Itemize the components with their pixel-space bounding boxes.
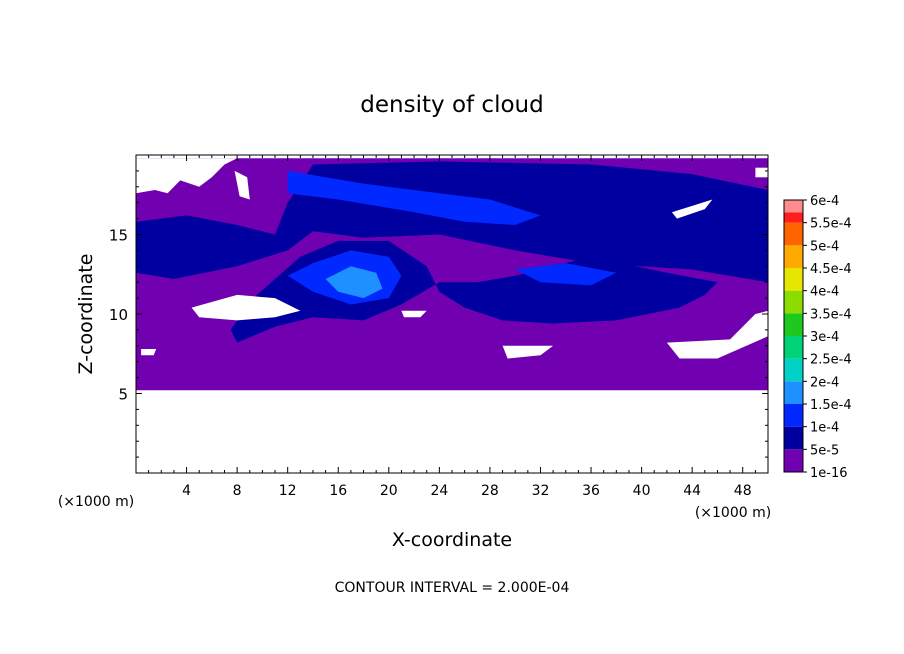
colorbar-label: 1e-16: [810, 466, 848, 481]
colorbar-label: 3.5e-4: [810, 307, 852, 322]
clear-air-gap-1: [136, 158, 238, 194]
x-tick-label: 16: [329, 483, 347, 499]
colorbar-label: 4.5e-4: [810, 262, 852, 277]
y-tick-label: 10: [109, 306, 128, 324]
clear-air-gap-8: [755, 167, 768, 178]
right-cloud-core: [515, 263, 617, 286]
x-tick-label: 4: [182, 483, 191, 499]
clear-air-gap-2: [234, 170, 250, 200]
colorbar-swatch: [784, 313, 803, 336]
x-tick-label: 12: [279, 483, 297, 499]
colorbar-swatch-top: [784, 200, 803, 213]
colorbar-label: 5e-4: [810, 239, 839, 254]
x-tick-label: 40: [633, 483, 651, 499]
y-tick-label: 5: [118, 386, 128, 404]
plot-area: [136, 158, 768, 391]
x-tick-label: 8: [233, 483, 242, 499]
x-tick-label: 36: [582, 483, 600, 499]
colorbar-swatch: [784, 290, 803, 314]
colorbar-label: 4e-4: [810, 285, 839, 300]
contour-interval-note: CONTOUR INTERVAL = 2.000E-04: [335, 580, 570, 596]
colorbar-label: 5.5e-4: [810, 217, 852, 232]
x-unit-right: (×1000 m): [695, 505, 771, 521]
colorbar-swatch: [784, 404, 803, 427]
y-axis: 5 10 15: [109, 170, 768, 458]
colorbar-swatch: [784, 449, 803, 472]
colorbar-swatch: [784, 336, 803, 359]
clear-air-gap-9: [671, 199, 713, 219]
x-tick-label: 24: [430, 483, 448, 499]
colorbar-label: 1.5e-4: [810, 398, 852, 413]
x-tick-label: 28: [481, 483, 499, 499]
colorbar-label: 1e-4: [810, 421, 839, 436]
colorbar-swatch: [784, 222, 803, 246]
x-unit-left: (×1000 m): [58, 494, 134, 510]
colorbar-swatch: [784, 358, 803, 382]
clear-air-gap-5: [502, 345, 554, 359]
x-tick-label: 48: [734, 483, 752, 499]
colorbar-label: 2.5e-4: [810, 353, 852, 368]
colorbar-swatch: [784, 268, 803, 291]
upper-cloud-core: [287, 170, 541, 225]
y-tick-label: 15: [109, 227, 128, 245]
x-tick-label: 32: [532, 483, 550, 499]
x-tick-label: 20: [380, 483, 398, 499]
max-density-core: [325, 266, 383, 299]
colorbar-swatch: [784, 245, 803, 268]
chart-title: density of cloud: [360, 92, 543, 118]
clear-air-gap-7: [141, 349, 157, 356]
clear-air-gap-6: [666, 310, 768, 359]
colorbar-label: 5e-5: [810, 443, 839, 458]
upper-cloud-region: [136, 161, 768, 283]
colorbar-label: 3e-4: [810, 330, 839, 345]
clear-air-gap-4: [401, 310, 427, 318]
colorbar-label: 6e-4: [810, 194, 839, 209]
colorbar: 1e-16 5e-5 1e-4 1.5e-4 2e-4 2.5e-4 3e-4 3.5e-4 4…: [783, 194, 852, 481]
x-axis: 4 8 12 16 20 24 28 32 36 40 44 48: [148, 155, 756, 499]
colorbar-swatch: [784, 426, 803, 450]
x-tick-label: 44: [683, 483, 701, 499]
y-axis-label: Z-coordinate: [75, 254, 97, 375]
colorbar-swatch: [784, 381, 803, 404]
colorbar-label: 2e-4: [810, 375, 839, 390]
clear-air-gap-3: [191, 294, 301, 321]
x-axis-label: X-coordinate: [392, 529, 512, 551]
